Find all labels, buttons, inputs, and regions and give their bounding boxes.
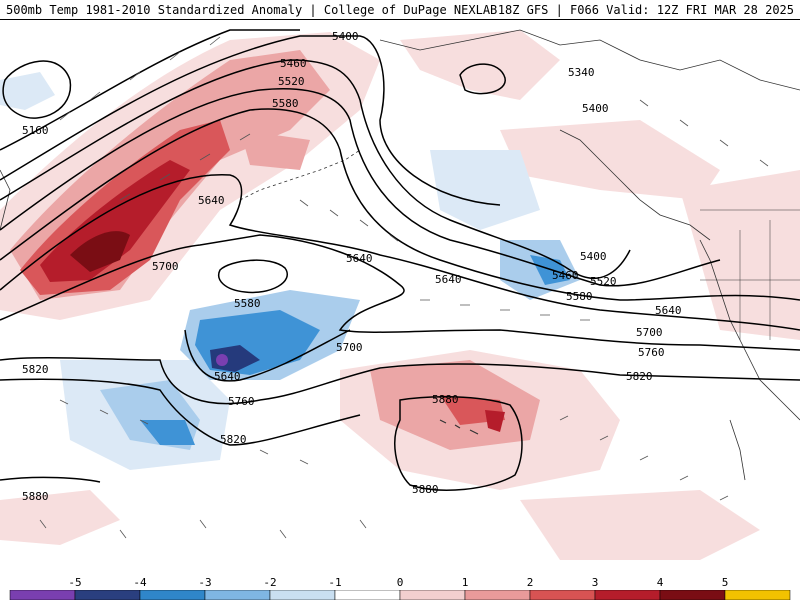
contour-label-5640-b: 5640 bbox=[346, 252, 373, 265]
colorbar-swatch-0 bbox=[9, 590, 76, 600]
contour-label-5640-c: 5640 bbox=[435, 273, 462, 286]
contour-label-5460-a: 5460 bbox=[280, 57, 307, 70]
anomaly-neg5-center bbox=[216, 354, 228, 366]
map-header: 500mb Temp 1981-2010 Standardized Anomal… bbox=[0, 0, 800, 20]
contour-label-5160: 5160 bbox=[22, 124, 49, 137]
contour-label-5880-b: 5880 bbox=[412, 483, 439, 496]
geography bbox=[0, 29, 800, 481]
colorbar-swatch-10 bbox=[659, 590, 726, 600]
contour-5400-a bbox=[0, 35, 501, 206]
colorbar-swatch-7 bbox=[464, 590, 531, 600]
contour-label-5580-c: 5580 bbox=[566, 290, 593, 303]
map-title: 500mb Temp 1981-2010 Standardized Anomal… bbox=[6, 3, 498, 17]
contour-5880-a bbox=[394, 396, 523, 491]
contour-label-5460-b: 5460 bbox=[552, 269, 579, 282]
contour-label-5820-a: 5820 bbox=[22, 363, 49, 376]
colorbar-swatch-6 bbox=[399, 590, 466, 600]
colorbar-label-8: 3 bbox=[591, 576, 599, 589]
contour-5460-a bbox=[0, 59, 631, 280]
contour-5640-a bbox=[0, 174, 800, 331]
contour-label-5580-a: 5580 bbox=[272, 97, 299, 110]
colorbar-label-3: -2 bbox=[263, 576, 277, 589]
contour-label-5520-b: 5520 bbox=[590, 275, 617, 288]
anomaly-pos1-southwest-edge bbox=[0, 490, 120, 545]
anomaly-pos1-southeast bbox=[520, 490, 760, 560]
colorbar-swatch-1 bbox=[74, 590, 141, 600]
contour-label-5700-b: 5700 bbox=[336, 341, 363, 354]
contour-label-5340: 5340 bbox=[568, 66, 595, 79]
anomaly-shading bbox=[0, 30, 800, 560]
contour-label-5760-b: 5760 bbox=[228, 395, 255, 408]
contour-5580-b bbox=[218, 259, 288, 294]
wind-barbs bbox=[39, 36, 769, 539]
contour-label-5400-b: 5400 bbox=[582, 102, 609, 115]
us-west-coast bbox=[699, 239, 800, 421]
height-contours bbox=[0, 29, 800, 491]
colorbar-label-7: 2 bbox=[526, 576, 534, 589]
contour-label-5700-c: 5700 bbox=[636, 326, 663, 339]
colorbar-label-9: 4 bbox=[656, 576, 664, 589]
contour-label-5400-c: 5400 bbox=[580, 250, 607, 263]
colorbar-label-0: -5 bbox=[68, 576, 82, 589]
anomaly-pos4-south bbox=[485, 410, 505, 432]
contour-5160 bbox=[2, 60, 72, 119]
contour-label-5640-d: 5640 bbox=[655, 304, 682, 317]
contour-5820-a bbox=[0, 378, 361, 446]
colorbar-label-5: 0 bbox=[396, 576, 404, 589]
anomaly-pos1-east bbox=[500, 120, 720, 200]
contour-label-5880-a: 5880 bbox=[432, 393, 459, 406]
anomaly-pos5-northwest bbox=[70, 231, 130, 272]
baja-coast bbox=[729, 419, 746, 481]
colorbar-label-2: -3 bbox=[198, 576, 212, 589]
canada-west-coast bbox=[559, 129, 711, 241]
contour-5580-a bbox=[0, 108, 800, 301]
contour-5640-b bbox=[184, 329, 351, 382]
anomaly-pos1-north bbox=[400, 30, 560, 100]
colorbar: -5 -4 -3 -2 -1 0 1 2 3 4 5 bbox=[0, 576, 800, 600]
model-run-info: 18Z GFS | F066 Valid: 12Z FRI MAR 28 202… bbox=[497, 3, 794, 17]
contour-5700-a bbox=[0, 234, 800, 351]
hawaii-islands bbox=[439, 419, 479, 435]
anomaly-pos2-center-north bbox=[240, 130, 310, 170]
anomaly-neg1-central bbox=[430, 150, 540, 230]
contour-5520-a bbox=[0, 88, 721, 287]
colorbar-swatch-3 bbox=[204, 590, 271, 600]
asia-coast bbox=[0, 169, 11, 231]
weather-map: 5400546055205580516053405400564057005640… bbox=[0, 20, 800, 576]
colorbar-swatch-4 bbox=[269, 590, 336, 600]
colorbar-label-1: -4 bbox=[133, 576, 147, 589]
colorbar-swatch-2 bbox=[139, 590, 206, 600]
colorbar-label-6: 1 bbox=[461, 576, 469, 589]
anomaly-neg1-west bbox=[0, 72, 55, 110]
contour-label-5640-e: 5640 bbox=[214, 370, 241, 383]
colorbar-swatch-11 bbox=[724, 590, 791, 600]
contour-5880-b bbox=[0, 476, 101, 483]
colorbar-swatch-8 bbox=[529, 590, 596, 600]
colorbar-swatch-5 bbox=[334, 590, 401, 600]
colorbar-swatch-9 bbox=[594, 590, 661, 600]
contour-label-5700-a: 5700 bbox=[152, 260, 179, 273]
contour-label-5820-c: 5820 bbox=[220, 433, 247, 446]
contour-label-5880-c: 5880 bbox=[22, 490, 49, 503]
contour-label-5520-a: 5520 bbox=[278, 75, 305, 88]
colorbar-label-10: 5 bbox=[721, 576, 729, 589]
alaska-coastline bbox=[379, 29, 800, 91]
contour-5760-a bbox=[0, 357, 800, 405]
contour-label-5820-b: 5820 bbox=[626, 370, 653, 383]
contour-label-5760-a: 5760 bbox=[638, 346, 665, 359]
colorbar-label-4: -1 bbox=[328, 576, 342, 589]
contour-label-5580-b: 5580 bbox=[234, 297, 261, 310]
contour-labels: 5400546055205580516053405400564057005640… bbox=[22, 30, 682, 503]
contour-5340 bbox=[459, 63, 506, 95]
contour-north-1 bbox=[0, 29, 300, 151]
anomaly-neg3-southwest bbox=[140, 420, 195, 445]
aleutian-islands bbox=[239, 149, 361, 201]
contour-label-5400-a: 5400 bbox=[332, 30, 359, 43]
contour-label-5640-a: 5640 bbox=[198, 194, 225, 207]
colorbar-scale bbox=[9, 590, 791, 600]
